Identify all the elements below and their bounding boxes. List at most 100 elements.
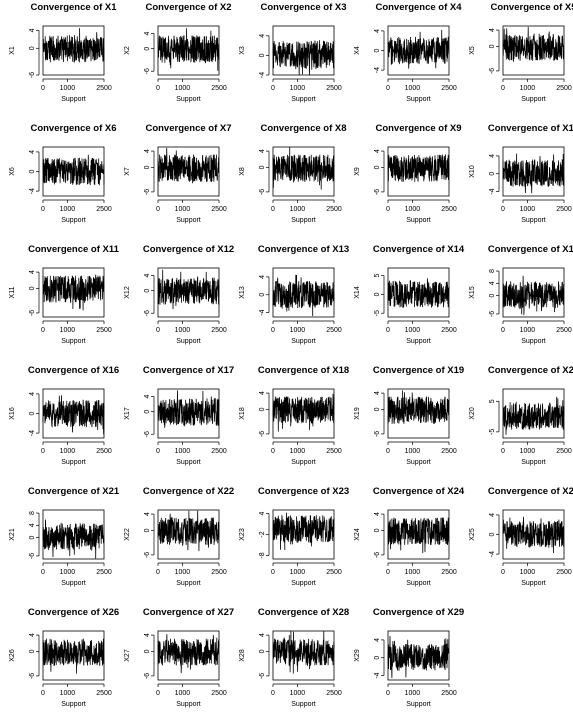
trace-plot-x19: Convergence of X19 0 1000 2500 -6 0 4 Support X1… <box>354 365 464 466</box>
y-tick-label: -5 <box>489 429 496 435</box>
y-tick-label: 4 <box>259 275 266 279</box>
trace-plot-x8: Convergence of X8 0 1000 2500 -6 0 4 Support X8 <box>239 123 347 224</box>
y-tick-label: 4 <box>374 512 381 516</box>
y-tick-label: 4 <box>489 513 496 517</box>
y-axis-label: X21 <box>9 528 16 541</box>
y-tick-label: 0 <box>374 407 381 411</box>
x-tick-label: 0 <box>156 206 160 213</box>
x-tick-label: 1000 <box>520 448 536 455</box>
x-axis-label: Support <box>61 701 86 708</box>
x-axis-label: Support <box>406 96 431 103</box>
x-tick-label: 2500 <box>211 85 227 92</box>
y-tick-label: 4 <box>29 28 36 32</box>
y-tick-label: -6 <box>144 552 151 558</box>
x-tick-label: 0 <box>271 85 275 92</box>
x-tick-label: 0 <box>501 85 505 92</box>
y-tick-label: 4 <box>489 281 496 285</box>
y-tick-label: -6 <box>259 673 266 679</box>
panel-title: Convergence of X13 <box>258 244 349 255</box>
trace-plot-x25: Convergence of X25 0 1000 2500 -4 0 4 Support X2… <box>469 486 573 587</box>
y-tick-label: -4 <box>489 551 496 557</box>
panel-title: Convergence of X17 <box>143 365 234 376</box>
y-tick-label: -4 <box>374 672 381 678</box>
y-tick-label: -6 <box>374 431 381 437</box>
y-tick-label: -6 <box>144 431 151 437</box>
y-tick-label: -6 <box>144 68 151 74</box>
panel-title: Convergence of X14 <box>373 244 465 255</box>
trace-line <box>387 154 450 182</box>
panel-title: Convergence of X27 <box>143 607 234 618</box>
panel-title: Convergence of X25 <box>488 486 573 497</box>
y-tick-label: 0 <box>29 649 36 653</box>
x-tick-label: 1000 <box>290 206 306 213</box>
x-tick-label: 0 <box>156 85 160 92</box>
y-tick-label: 4 <box>259 34 266 38</box>
x-axis-label: Support <box>521 459 546 466</box>
x-tick-label: 0 <box>271 327 275 334</box>
panel-title: Convergence of X4 <box>375 2 462 13</box>
x-tick-label: 0 <box>41 85 45 92</box>
trace-line <box>502 516 565 554</box>
trace-line <box>42 154 105 186</box>
y-tick-label: -6 <box>489 68 496 74</box>
y-tick-label: 0 <box>374 165 381 169</box>
x-tick-label: 1000 <box>290 448 306 455</box>
x-tick-label: 0 <box>386 206 390 213</box>
y-axis-label: X17 <box>124 407 131 420</box>
x-axis-label: Support <box>291 459 316 466</box>
y-axis-label: X25 <box>469 528 476 541</box>
x-tick-label: 2500 <box>441 569 457 576</box>
y-tick-label: 4 <box>374 149 381 153</box>
trace-plot-x9: Convergence of X9 0 1000 2500 -6 0 4 Support X9 <box>354 123 462 224</box>
trace-plot-x11: Convergence of X11 0 1000 2500 -6 0 4 Support X1… <box>9 244 120 345</box>
x-tick-label: 1000 <box>60 206 76 213</box>
x-tick-label: 2500 <box>326 690 342 697</box>
trace-line <box>157 634 220 674</box>
y-tick-label: 4 <box>374 638 381 642</box>
trace-plot-x3: Convergence of X3 0 1000 2500 -4 0 4 Support X3 <box>239 2 347 103</box>
x-tick-label: 2500 <box>441 206 457 213</box>
y-tick-label: 0 <box>259 165 266 169</box>
x-tick-label: 2500 <box>96 569 112 576</box>
trace-plot-x24: Convergence of X24 0 1000 2500 -6 0 4 Support X2… <box>354 486 465 587</box>
x-axis-label: Support <box>521 217 546 224</box>
x-tick-label: 2500 <box>326 206 342 213</box>
x-axis-label: Support <box>176 701 201 708</box>
trace-line <box>272 630 335 674</box>
trace-line <box>42 519 105 559</box>
y-tick-label: 4 <box>259 391 266 395</box>
panel-title: Convergence of X23 <box>258 486 349 497</box>
y-tick-label: -6 <box>489 311 496 317</box>
x-tick-label: 2500 <box>96 690 112 697</box>
x-tick-label: 0 <box>271 569 275 576</box>
x-tick-label: 2500 <box>96 448 112 455</box>
trace-plot-x16: Convergence of X16 0 1000 2500 -4 0 4 Support X1… <box>9 365 119 466</box>
trace-plot-x26: Convergence of X26 0 1000 2500 -6 0 4 Support X2… <box>9 607 119 708</box>
panel-title: Convergence of X29 <box>373 607 464 618</box>
y-tick-label: 4 <box>374 391 381 395</box>
y-tick-label: -2 <box>259 531 266 537</box>
x-tick-label: 2500 <box>556 206 572 213</box>
y-axis-label: X27 <box>124 649 131 662</box>
y-tick-label: -6 <box>144 189 151 195</box>
y-axis-label: X14 <box>354 286 361 299</box>
x-tick-label: 1000 <box>290 85 306 92</box>
x-axis-label: Support <box>61 580 86 587</box>
x-tick-label: 0 <box>501 206 505 213</box>
x-tick-label: 1000 <box>405 85 421 92</box>
y-axis-label: X20 <box>469 407 476 420</box>
trace-plot-x15: Convergence of X15 0 1000 2500 -6 0 4 8 Support X… <box>469 244 573 345</box>
x-tick-label: 2500 <box>96 327 112 334</box>
trace-line <box>157 269 220 310</box>
y-tick-label: 4 <box>144 512 151 516</box>
x-tick-label: 1000 <box>520 206 536 213</box>
trace-line <box>387 517 450 554</box>
x-tick-label: 2500 <box>556 85 572 92</box>
y-tick-label: 0 <box>374 292 381 296</box>
x-tick-label: 1000 <box>520 327 536 334</box>
panel-title: Convergence of X5 <box>490 2 573 13</box>
x-tick-label: 0 <box>271 690 275 697</box>
x-axis-label: Support <box>406 580 431 587</box>
x-tick-label: 2500 <box>326 327 342 334</box>
plot-frame <box>502 509 565 560</box>
